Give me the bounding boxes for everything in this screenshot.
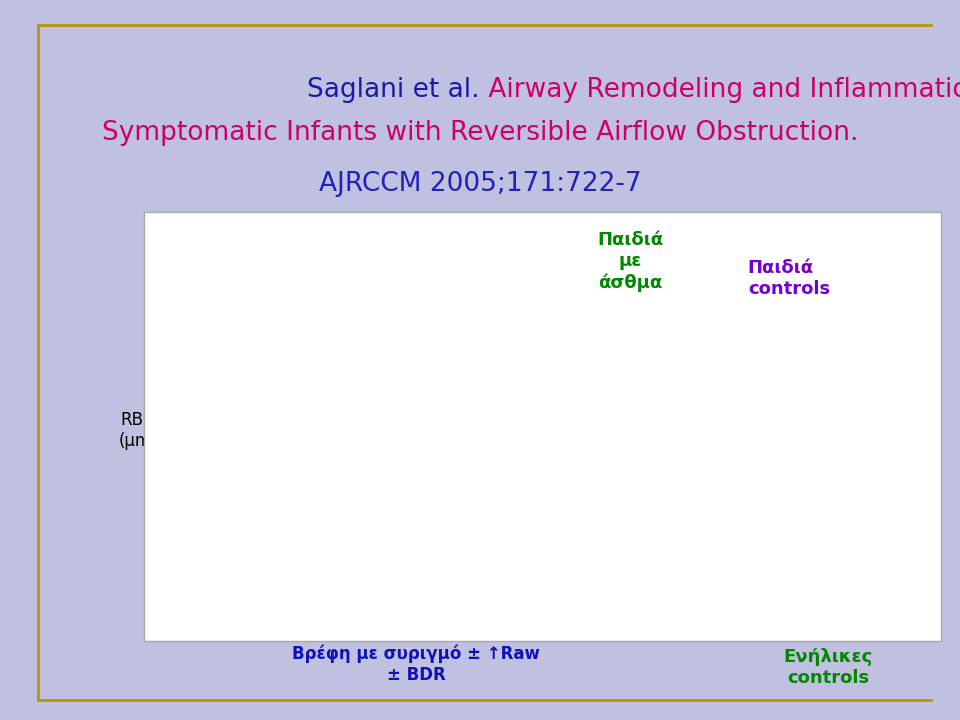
- Text: Βρέφη με συριγμό ± ↑Raw
± BDR: Βρέφη με συριγμό ± ↑Raw ± BDR: [292, 644, 540, 684]
- Text: Ενήλικες
controls: Ενήλικες controls: [783, 649, 873, 687]
- Text: Παιδιά
με
άσθμα: Παιδιά με άσθμα: [597, 231, 663, 292]
- Text: AJRCCM 2005;171:722-7: AJRCCM 2005;171:722-7: [319, 171, 641, 197]
- Text: Saglani et al.: Saglani et al.: [307, 77, 480, 103]
- Text: **: **: [729, 238, 744, 253]
- Text: Airway Remodeling and Inflammation in: Airway Remodeling and Inflammation in: [480, 77, 960, 103]
- Text: Symptomatic Infants with Reversible Airflow Obstruction.: Symptomatic Infants with Reversible Airf…: [102, 120, 858, 146]
- Text: Παιδιά
controls: Παιδιά controls: [748, 259, 829, 298]
- Text: ***: ***: [424, 238, 447, 253]
- Y-axis label: RBM
(μm): RBM (μm): [119, 411, 158, 449]
